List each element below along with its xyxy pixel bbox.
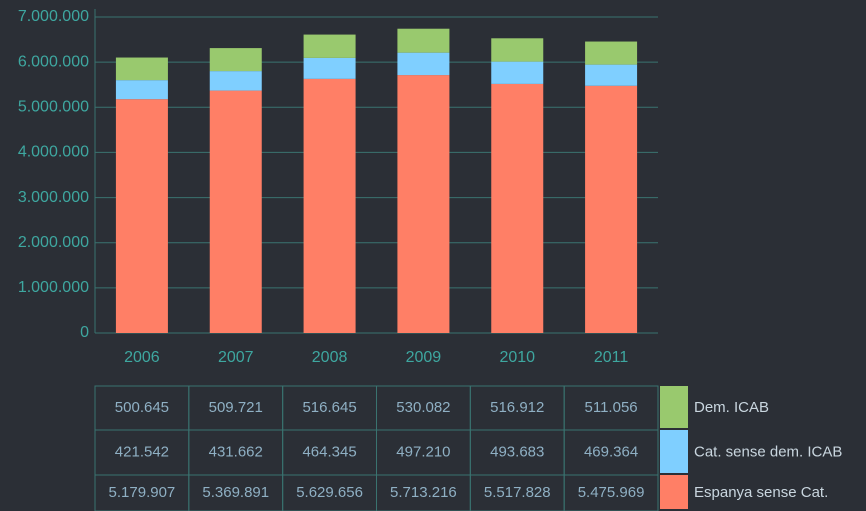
bar-segment [585, 85, 638, 334]
y-tick-label: 5.000.000 [18, 99, 89, 116]
legend-swatch [660, 475, 688, 509]
y-tick-label: 1.000.000 [18, 279, 89, 296]
table-value: 509.721 [209, 399, 263, 416]
bar-segment [397, 28, 450, 53]
x-tick-label: 2011 [594, 349, 629, 366]
table-value: 469.364 [584, 443, 638, 460]
legend-swatch [660, 430, 688, 473]
table-value: 5.517.828 [484, 484, 551, 501]
table-value: 5.475.969 [578, 484, 645, 501]
table-value: 493.683 [490, 443, 544, 460]
table-value: 516.912 [490, 399, 544, 416]
x-tick-label: 2009 [406, 349, 442, 366]
table-value: 464.345 [302, 443, 356, 460]
legend-label: Cat. sense dem. ICAB [694, 443, 842, 460]
x-tick-label: 2008 [312, 349, 348, 366]
bar-segment [397, 75, 450, 333]
legend-label: Dem. ICAB [694, 399, 769, 416]
bar-segment [303, 57, 356, 79]
bar-segment [209, 48, 262, 72]
y-tick-label: 6.000.000 [18, 53, 89, 70]
table-value: 5.629.656 [296, 484, 363, 501]
table-value: 5.369.891 [202, 484, 269, 501]
bar-segment [585, 64, 638, 86]
bar-segment [397, 52, 450, 76]
table-value: 431.662 [209, 443, 263, 460]
bar-segment [491, 83, 544, 333]
table-value: 516.645 [302, 399, 356, 416]
y-tick-label: 0 [80, 324, 89, 341]
bar-segment [115, 80, 168, 100]
bar-segment [491, 61, 544, 84]
x-tick-label: 2006 [124, 349, 160, 366]
bar-segment [303, 34, 356, 58]
y-tick-label: 7.000.000 [18, 8, 89, 25]
y-tick-label: 4.000.000 [18, 144, 89, 161]
bar-segment [585, 41, 638, 65]
table-value: 421.542 [115, 443, 169, 460]
y-tick-label: 2.000.000 [18, 234, 89, 251]
y-tick-label: 3.000.000 [18, 189, 89, 206]
table-value: 5.713.216 [390, 484, 457, 501]
bar-segment [491, 38, 544, 62]
table-cell [563, 474, 659, 511]
bar-segment [115, 99, 168, 333]
table-value: 500.645 [115, 399, 169, 416]
x-tick-label: 2010 [499, 349, 535, 366]
table-value: 497.210 [396, 443, 450, 460]
table-value: 530.082 [396, 399, 450, 416]
legend-swatch [660, 386, 688, 428]
table-value: 5.179.907 [109, 484, 176, 501]
table-value: 511.056 [585, 399, 638, 416]
bar-segment [115, 57, 168, 81]
x-tick-label: 2007 [218, 349, 254, 366]
bar-segment [209, 90, 262, 334]
bar-segment [209, 71, 262, 91]
bar-segment [303, 78, 356, 334]
legend-label: Espanya sense Cat. [694, 484, 828, 501]
